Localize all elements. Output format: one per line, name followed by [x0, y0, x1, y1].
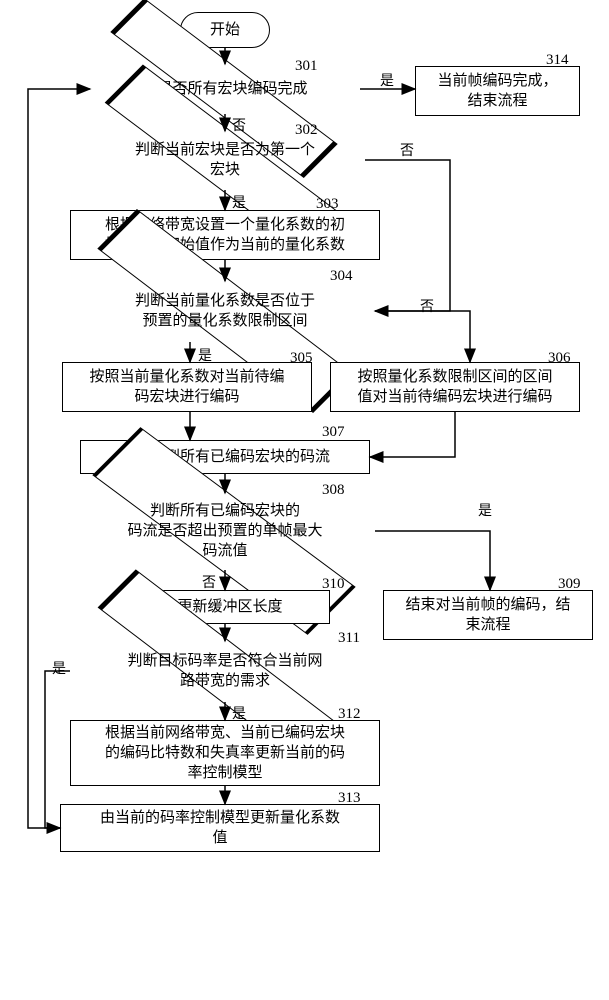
node-302: 判断当前宏块是否为第一个 宏块	[85, 130, 365, 190]
num-312: 312	[338, 706, 361, 723]
num-308: 308	[322, 482, 345, 499]
node-314-text: 当前帧编码完成， 结束流程	[437, 71, 557, 112]
num-307: 307	[322, 424, 345, 441]
num-313: 313	[338, 790, 361, 807]
node-308-text: 判断所有已编码宏块的 码流是否超出预置的单帧最大 码流值	[127, 501, 322, 562]
node-311: 判断目标码率是否符合当前网 路带宽的需求	[70, 640, 380, 702]
label-311-yes1: 是	[52, 658, 66, 678]
label-304-no: 否	[420, 296, 434, 316]
node-306-text: 按照量化系数限制区间的区间 值对当前待编码宏块进行编码	[357, 367, 552, 408]
flowchart-canvas: 开始 断是否所有宏块编码完成 301 当前帧编码完成， 结束流程 314 判断当…	[0, 0, 609, 1000]
label-302-yes: 是	[232, 192, 246, 212]
node-311-text: 判断目标码率是否符合当前网 路带宽的需求	[127, 651, 322, 692]
node-start-text: 开始	[210, 20, 240, 40]
node-309-text: 结束对当前帧的编码，结 束流程	[405, 595, 570, 636]
label-311-yes2: 是	[232, 703, 246, 723]
label-301-yes: 是	[380, 70, 394, 90]
num-314: 314	[546, 52, 569, 69]
node-305-text: 按照当前量化系数对当前待编 码宏块进行编码	[89, 367, 284, 408]
num-309: 309	[558, 576, 581, 593]
node-314: 当前帧编码完成， 结束流程	[415, 66, 580, 116]
label-302-no: 否	[400, 140, 414, 160]
node-305: 按照当前量化系数对当前待编 码宏块进行编码	[62, 362, 312, 412]
node-304-text: 判断当前量化系数是否位于 预置的量化系数限制区间	[135, 291, 315, 332]
node-312-text: 根据当前网络带宽、当前已编码宏块 的编码比特数和失真率更新当前的码 率控制模型	[105, 723, 345, 784]
node-308: 判断所有已编码宏块的 码流是否超出预置的单帧最大 码流值	[75, 492, 375, 570]
label-301-no: 否	[232, 115, 246, 135]
node-313: 由当前的码率控制模型更新量化系数 值	[60, 804, 380, 852]
label-308-yes: 是	[478, 500, 492, 520]
num-302: 302	[295, 122, 318, 139]
num-306: 306	[548, 350, 571, 367]
num-301: 301	[295, 58, 318, 75]
node-309: 结束对当前帧的编码，结 束流程	[383, 590, 593, 640]
num-311: 311	[338, 630, 360, 647]
label-308-no: 否	[202, 572, 216, 592]
num-305: 305	[290, 350, 313, 367]
node-312: 根据当前网络带宽、当前已编码宏块 的编码比特数和失真率更新当前的码 率控制模型	[70, 720, 380, 786]
num-310: 310	[322, 576, 345, 593]
node-313-text: 由当前的码率控制模型更新量化系数 值	[100, 808, 340, 849]
node-306: 按照量化系数限制区间的区间 值对当前待编码宏块进行编码	[330, 362, 580, 412]
label-304-yes: 是	[198, 345, 212, 365]
num-304: 304	[330, 268, 353, 285]
num-303: 303	[316, 196, 339, 213]
node-302-text: 判断当前宏块是否为第一个 宏块	[135, 140, 315, 181]
node-304: 判断当前量化系数是否位于 预置的量化系数限制区间	[75, 280, 375, 342]
